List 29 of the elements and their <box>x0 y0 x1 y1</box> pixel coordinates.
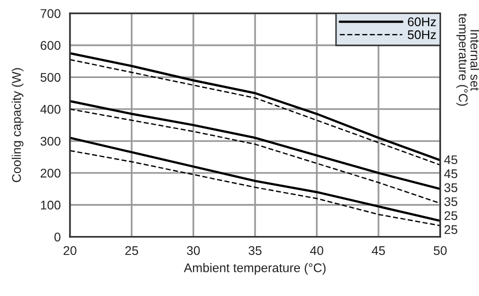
x-tick-label: 30 <box>186 246 200 256</box>
x-tick-label: 40 <box>310 246 324 256</box>
x-tick-label: 20 <box>64 246 76 256</box>
y-tick-label: 300 <box>40 136 60 146</box>
y-tick-label: 700 <box>40 9 60 18</box>
y-tick-label: 100 <box>41 200 60 210</box>
line-series <box>70 100 440 190</box>
x-tick-label: 25 <box>125 246 138 256</box>
y-tick-label: 500 <box>40 72 60 82</box>
text: 25 <box>444 225 458 234</box>
text: 25 <box>444 211 458 220</box>
x-tick-label: 50 <box>434 246 447 256</box>
line-series <box>70 108 440 204</box>
text: 45 <box>444 155 458 164</box>
legend-label: 50Hz <box>408 30 436 40</box>
line-series <box>70 136 440 222</box>
line-series <box>70 150 440 226</box>
x-tick-label: 45 <box>372 246 385 256</box>
x-axis-title: Ambient temperature (°C) <box>184 263 326 275</box>
text: 35 <box>444 197 458 206</box>
x-tick-label: 35 <box>248 246 262 256</box>
legend-label: 60Hz <box>408 17 436 26</box>
y-tick-label: 400 <box>40 104 60 114</box>
y-tick-label: 0 <box>54 232 60 242</box>
y-tick-label: 200 <box>40 168 60 178</box>
text: 45 <box>444 169 458 178</box>
y-axis-title: Cooling capacity (W) <box>12 68 24 182</box>
y-tick-label: 600 <box>40 41 60 50</box>
text: 35 <box>444 183 458 192</box>
